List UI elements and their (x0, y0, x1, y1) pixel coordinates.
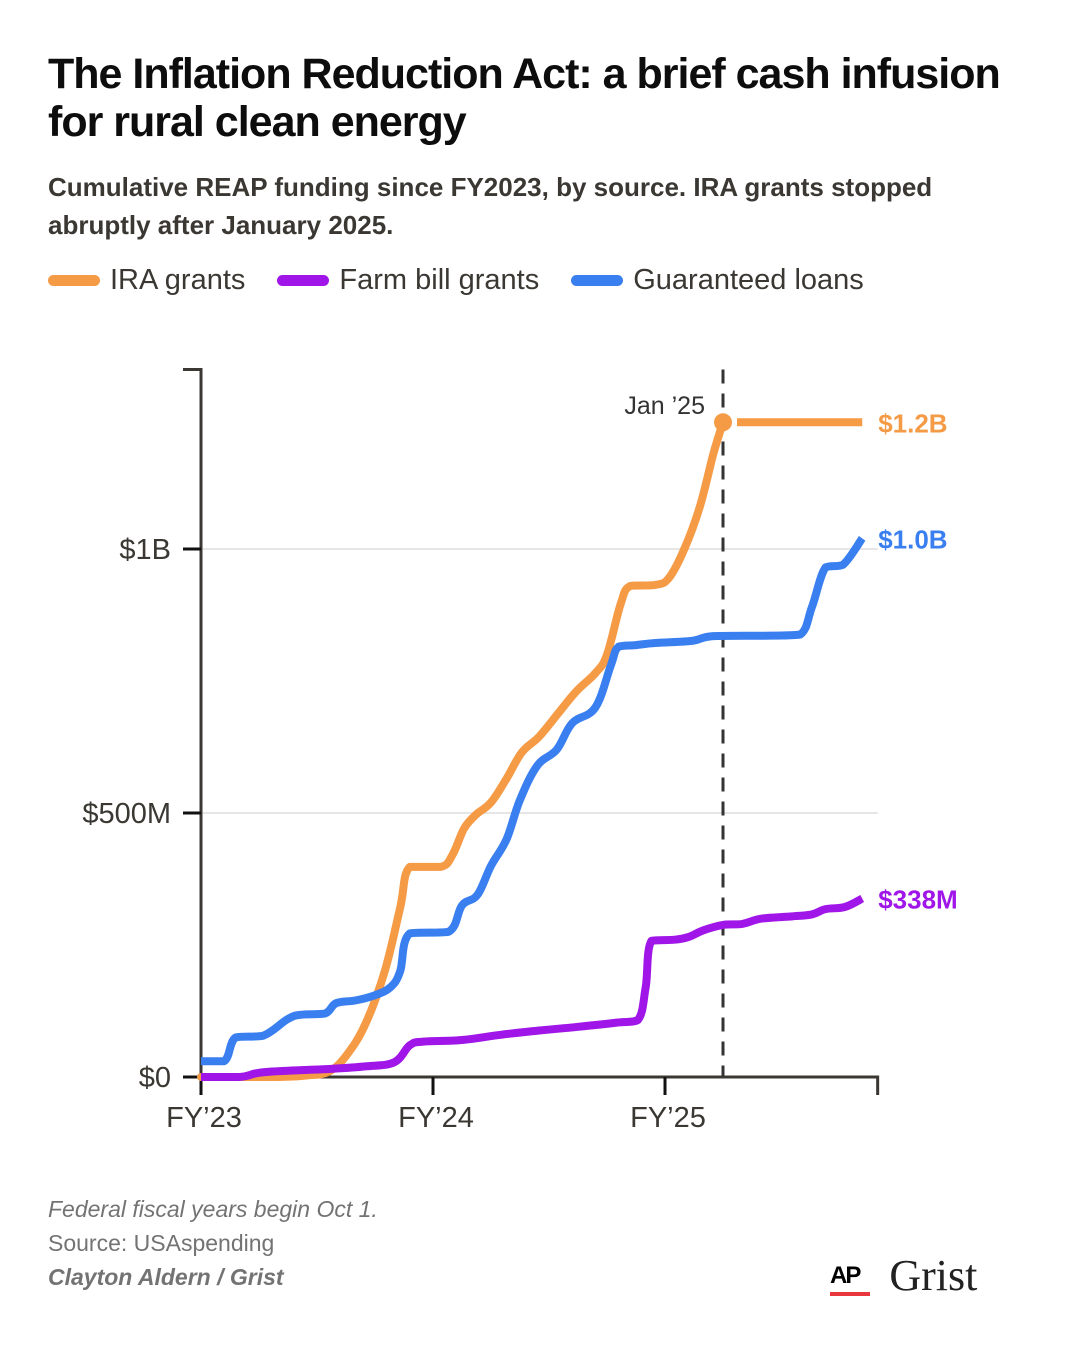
line-guaranteed-loans (201, 536, 866, 1066)
marker-ira-grants-jan-25 (714, 413, 732, 432)
end-labels: $1.2B $1.0B $338M (878, 408, 958, 914)
end-label-ira-grants: $1.2B (878, 408, 947, 438)
line-ira-grants (197, 418, 727, 1081)
source-note: Source: USAspending (48, 1230, 275, 1256)
y-axis-line (183, 367, 203, 1077)
end-label-farm-bill-grants: $338M (878, 885, 958, 915)
jan-25-label: Jan ’25 (624, 392, 705, 420)
legend-swatch-farm-bill-grants (277, 275, 330, 286)
x-tick-label: FY’24 (398, 1102, 474, 1134)
fiscal-year-note: Federal fiscal years begin Oct 1. (48, 1196, 378, 1222)
legend-swatch-ira-grants (48, 275, 100, 286)
publisher-logos: AP Grist (830, 1251, 978, 1300)
legend-item-ira-grants: IRA grants (48, 264, 245, 297)
series-lines (197, 413, 866, 1081)
end-label-guaranteed-loans: $1.0B (878, 524, 947, 554)
chart-title: The Inflation Reduction Act: a brief cas… (48, 50, 1001, 146)
legend-item-guaranteed-loans: Guaranteed loans (571, 264, 864, 297)
ap-logo-text: AP (830, 1262, 861, 1289)
line-farm-bill-grants (201, 894, 865, 1081)
x-tick-label: FY’23 (166, 1102, 242, 1134)
ap-logo: AP (830, 1262, 870, 1296)
legend-label-guaranteed-loans: Guaranteed loans (633, 264, 864, 296)
y-tick-label: $500M (82, 798, 171, 830)
ap-logo-bar (830, 1292, 870, 1296)
legend-label-farm-bill-grants: Farm bill grants (339, 264, 540, 296)
legend-item-farm-bill-grants: Farm bill grants (277, 264, 539, 297)
axes: $0 $500M $1B FY’23 FY’24 FY’25 (82, 367, 880, 1134)
chart-subtitle: Cumulative REAP funding since FY2023, by… (48, 172, 933, 240)
annotation-layer: Jan ’25 (624, 369, 725, 1077)
grist-logo: Grist (889, 1251, 978, 1300)
x-axis-line (201, 1075, 880, 1095)
y-tick-label: $0 (139, 1062, 171, 1094)
legend-label-ira-grants: IRA grants (110, 264, 246, 296)
legend-swatch-guaranteed-loans (571, 275, 624, 286)
x-tick-label: FY’25 (630, 1102, 706, 1134)
credit-note: Clayton Aldern / Grist (48, 1264, 284, 1290)
gridlines (201, 548, 878, 814)
y-tick-label: $1B (119, 534, 171, 566)
legend: IRA grants Farm bill grants Guaranteed l… (48, 264, 896, 297)
footer-notes: Federal fiscal years begin Oct 1. Source… (48, 1192, 378, 1294)
